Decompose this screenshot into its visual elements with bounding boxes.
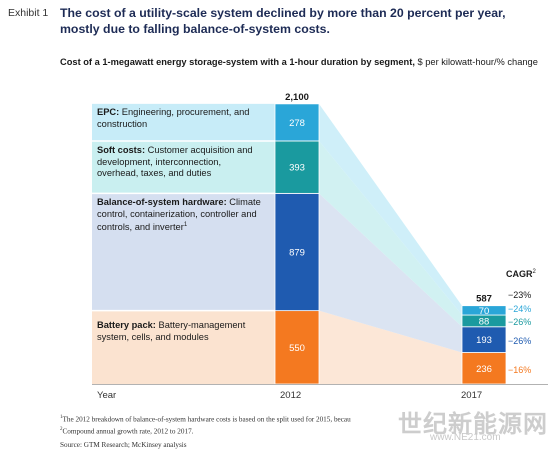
segment-band-soft-costs: [92, 140, 275, 194]
segment-desc-epc: EPC: Engineering, procurement, and const…: [97, 107, 257, 130]
segment-name: Soft costs:: [97, 145, 146, 155]
segment-text: Engineering, procurement, and constructi…: [97, 107, 250, 129]
cagr-bos-hardware: −26%: [508, 336, 532, 346]
segment-text: Battery-management system, cells, and mo…: [97, 320, 246, 342]
value-label-2017-battery-pack: 236: [476, 364, 492, 375]
connector-epc: [319, 103, 462, 316]
value-label-2012-epc: 278: [289, 118, 305, 129]
subtitle-main: Cost of a 1-megawatt energy storage-syst…: [60, 57, 415, 67]
x-axis-label: Year: [97, 390, 117, 401]
bar-2017-epc: [461, 305, 507, 316]
segment-name: EPC:: [97, 107, 120, 117]
value-label-2017-bos-hardware: 193: [476, 335, 492, 346]
connector-bos-hardware: [319, 193, 462, 353]
bar-2017-battery-pack: [461, 352, 507, 385]
segment-text: Climate control, containerization, contr…: [97, 197, 261, 233]
segment-name: Balance-of-system hardware:: [97, 197, 227, 207]
bar-2012-bos-hardware: [274, 192, 320, 312]
bar-2012-battery-pack: [274, 310, 320, 385]
value-label-2012-soft-costs: 393: [289, 163, 305, 174]
segment-band-bos-hardware: [92, 193, 275, 311]
bar-2012-soft-costs: [274, 140, 320, 194]
segment-band-battery-pack: [92, 310, 275, 384]
cagr-soft-costs: −26%: [508, 317, 532, 327]
bar-2012-epc: [274, 103, 320, 142]
cagr-header-text: CAGR: [506, 269, 533, 279]
value-label-2012-bos-hardware: 879: [289, 248, 305, 259]
x-tick-2012: 2012: [280, 390, 302, 401]
cagr-epc: −24%: [508, 304, 532, 314]
segment-desc-bos-hardware: Balance-of-system hardware: Climate cont…: [97, 197, 262, 234]
source-note: Source: GTM Research; McKinsey analysis: [60, 441, 187, 449]
chart-subtitle: Cost of a 1-megawatt energy storage-syst…: [60, 57, 538, 67]
connector-battery-pack: [319, 310, 462, 384]
footnote-2-num: 2: [60, 427, 63, 432]
footnote-1-text: The 2012 breakdown of balance-of-system …: [62, 415, 351, 424]
footnote-2-text: Compound annual growth rate, 2012 to 201…: [62, 427, 194, 436]
x-tick-2017: 2017: [461, 390, 483, 401]
subtitle-unit: $ per kilowatt-hour/% change: [414, 57, 538, 67]
segment-desc-soft-costs: Soft costs: Customer acquisition and dev…: [97, 145, 262, 180]
cagr-total: −23%: [508, 290, 532, 300]
cagr-footnote-ref: 2: [532, 269, 536, 275]
value-label-2017-epc: 70: [479, 306, 490, 317]
footnote-1: 1The 2012 breakdown of balance-of-system…: [60, 415, 351, 423]
bar-2017-bos-hardware: [461, 326, 507, 353]
total-label-2017: 587: [476, 294, 492, 305]
footnote-1-num: 1: [60, 415, 63, 420]
cagr-header: CAGR2: [506, 269, 536, 279]
watermark-text: 世纪新能源网: [398, 411, 548, 438]
footnote-2: 2Compound annual growth rate, 2012 to 20…: [60, 427, 193, 435]
value-label-2017-soft-costs: 88: [479, 316, 490, 327]
segment-desc-battery-pack: Battery pack: Battery-management system,…: [97, 320, 257, 343]
watermark-url: www.NE21.com: [430, 432, 501, 443]
total-label-2012: 2,100: [285, 92, 309, 103]
chart-title: The cost of a utility-scale system decli…: [60, 6, 506, 36]
segment-text: Customer acquisition and development, in…: [97, 145, 253, 179]
segment-name: Battery pack:: [97, 320, 156, 330]
segment-band-epc: [92, 103, 275, 141]
segment-footnote-ref: 1: [183, 222, 188, 229]
value-label-2012-battery-pack: 550: [289, 343, 305, 354]
exhibit-label: Exhibit 1: [8, 7, 49, 19]
cagr-battery-pack: −16%: [508, 365, 532, 375]
connector-soft-costs: [319, 140, 462, 327]
